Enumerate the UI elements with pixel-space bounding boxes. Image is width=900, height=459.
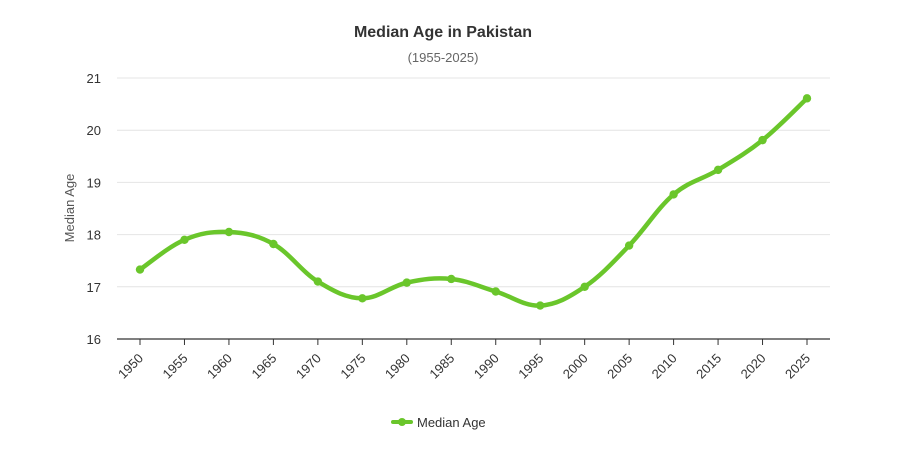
data-point[interactable] [536, 301, 545, 310]
y-tick-label: 18 [87, 228, 101, 243]
data-point[interactable] [669, 190, 678, 199]
series-line [137, 96, 810, 308]
data-point[interactable] [447, 274, 456, 284]
y-axis-ticks: 16 17 18 19 20 21 [87, 71, 101, 347]
x-tick-label: 2025 [782, 351, 813, 382]
data-point[interactable] [358, 294, 367, 303]
x-tick-label: 1960 [204, 351, 235, 382]
x-tick-label: 1985 [426, 351, 457, 382]
legend[interactable]: Median Age [391, 415, 486, 430]
x-tick-label: 2020 [738, 351, 769, 382]
data-point[interactable] [580, 282, 589, 291]
y-tick-label: 20 [87, 123, 101, 138]
x-tick-label: 1950 [115, 351, 146, 382]
data-point[interactable] [758, 135, 767, 145]
data-point[interactable] [713, 165, 723, 175]
y-axis-label: Median Age [62, 174, 77, 243]
x-tick-label: 1955 [160, 351, 191, 382]
x-tick-label: 1975 [337, 351, 368, 382]
x-tick-label: 1980 [382, 351, 413, 382]
x-tick-label: 2015 [693, 351, 724, 382]
x-axis-ticks: 1950 1955 1960 1965 1970 1975 1980 1985 1990 1995… [115, 339, 813, 382]
y-tick-label: 17 [87, 280, 101, 295]
data-point[interactable] [180, 235, 189, 245]
data-point[interactable] [269, 239, 278, 249]
legend-swatch-marker [398, 418, 406, 426]
x-tick-label: 1970 [293, 351, 324, 382]
data-point[interactable] [402, 278, 411, 287]
series-layer [135, 94, 812, 310]
x-tick-label: 2010 [649, 351, 680, 382]
data-point[interactable] [135, 265, 145, 274]
x-tick-label: 1995 [515, 351, 546, 382]
data-point[interactable] [624, 241, 634, 250]
data-point[interactable] [313, 277, 323, 286]
x-tick-label: 1990 [471, 351, 502, 382]
grid-lines [117, 77, 830, 340]
data-point[interactable] [224, 227, 234, 237]
x-tick-label: 2005 [604, 351, 635, 382]
x-tick-label: 2000 [560, 351, 591, 382]
y-tick-label: 16 [87, 332, 101, 347]
legend-label: Median Age [417, 415, 486, 430]
data-point[interactable] [491, 287, 500, 296]
chart-subtitle: (1955-2025) [408, 50, 479, 65]
chart-title: Median Age in Pakistan [354, 24, 532, 41]
data-point[interactable] [802, 94, 812, 103]
y-tick-label: 21 [87, 71, 101, 86]
x-tick-label: 1965 [248, 351, 279, 382]
y-tick-label: 19 [87, 175, 101, 190]
